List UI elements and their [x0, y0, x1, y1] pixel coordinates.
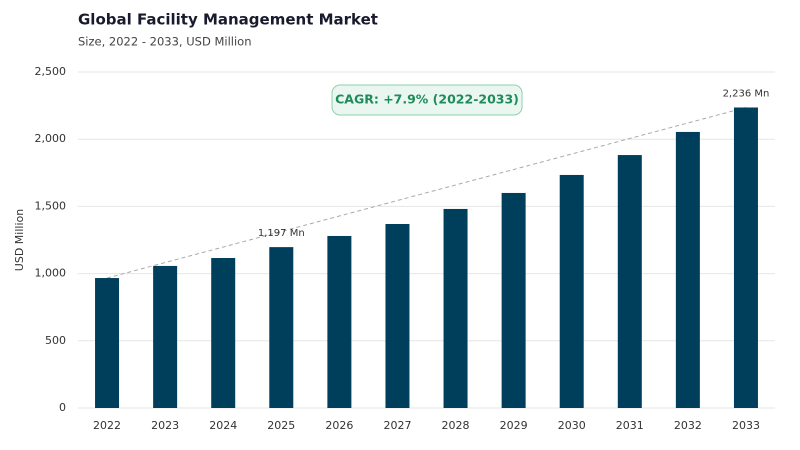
y-tick-label: 1,500 — [35, 199, 67, 212]
x-tick-label: 2030 — [558, 419, 586, 432]
x-tick-label: 2027 — [383, 419, 411, 432]
bar — [501, 192, 526, 408]
x-tick-label: 2024 — [209, 419, 237, 432]
bar — [153, 265, 178, 408]
x-tick-label: 2025 — [267, 419, 295, 432]
trend-line — [106, 106, 747, 279]
bar — [617, 155, 642, 408]
chart-title: Global Facility Management Market — [78, 11, 378, 29]
bar — [95, 278, 120, 408]
y-tick-label: 2,000 — [35, 132, 67, 145]
y-axis-label: USD Million — [13, 209, 26, 271]
x-tick-label: 2026 — [325, 419, 353, 432]
y-tick-label: 0 — [59, 401, 66, 414]
bar — [443, 208, 468, 408]
bar — [385, 224, 410, 408]
bar — [733, 107, 758, 408]
bar — [675, 131, 700, 409]
value-label: 1,197 Mn — [258, 228, 305, 239]
bar — [211, 258, 236, 408]
y-tick-label: 1,000 — [35, 267, 67, 280]
bar — [269, 247, 294, 408]
x-tick-label: 2031 — [616, 419, 644, 432]
x-tick-label: 2033 — [732, 419, 760, 432]
x-tick-label: 2022 — [93, 419, 121, 432]
x-tick-label: 2029 — [500, 419, 528, 432]
x-tick-label: 2023 — [151, 419, 179, 432]
x-tick-label: 2028 — [442, 419, 470, 432]
y-tick-label: 500 — [45, 334, 66, 347]
x-tick-label: 2032 — [674, 419, 702, 432]
chart-subtitle: Size, 2022 - 2033, USD Million — [78, 35, 251, 49]
annotation: CAGR: +7.9% (2022-2033) — [335, 92, 519, 107]
value-label: 2,236 Mn — [723, 88, 770, 99]
y-tick-label: 2,500 — [35, 65, 67, 78]
bar — [559, 174, 584, 408]
annotation-box — [331, 84, 523, 116]
bar — [327, 235, 352, 408]
